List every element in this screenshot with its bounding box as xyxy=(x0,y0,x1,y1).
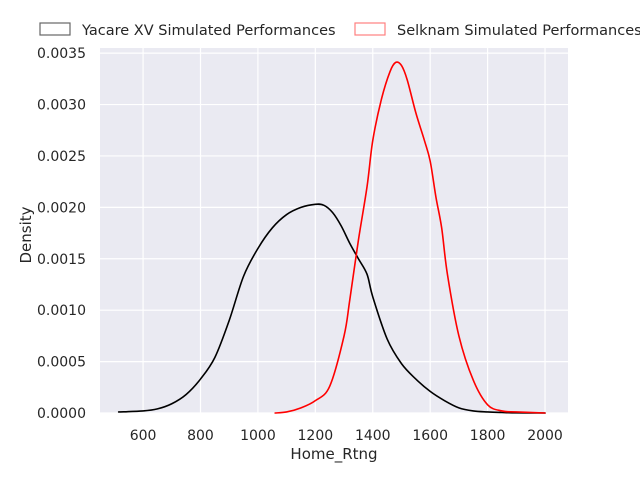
y-tick-label: 0.0035 xyxy=(37,46,86,62)
x-tick-labels: 600 800 1000 1200 1400 1600 1800 2000 xyxy=(130,428,563,444)
x-tick-label: 1800 xyxy=(470,428,506,444)
x-gridlines xyxy=(142,48,546,413)
legend-item-0: Yacare XV Simulated Performances xyxy=(39,22,336,39)
y-tick-label: 0.0000 xyxy=(37,406,86,422)
series-line-1 xyxy=(274,61,546,414)
x-axis-label: Home_Rtng xyxy=(290,445,377,464)
series-lines xyxy=(117,61,546,414)
x-tick-label: 600 xyxy=(130,428,157,444)
legend-label: Yacare XV Simulated Performances xyxy=(81,23,336,39)
plot-background xyxy=(100,48,568,413)
legend-swatch xyxy=(354,22,386,36)
y-tick-label: 0.0025 xyxy=(37,149,86,165)
x-tick-label: 800 xyxy=(187,428,214,444)
y-tick-label: 0.0030 xyxy=(37,98,86,114)
legend: Yacare XV Simulated Performances Selknam … xyxy=(39,22,640,39)
y-tick-label: 0.0015 xyxy=(37,252,86,268)
x-tick-label: 2000 xyxy=(527,428,563,444)
y-axis-label: Density xyxy=(17,206,35,263)
x-tick-label: 1600 xyxy=(412,428,448,444)
legend-swatch xyxy=(39,22,71,36)
x-tick-label: 1000 xyxy=(240,428,276,444)
y-tick-labels: 0.0000 0.0005 0.0010 0.0015 0.0020 0.0025 0.00… xyxy=(37,46,86,422)
legend-label: Selknam Simulated Performances xyxy=(397,23,640,39)
x-tick-label: 1400 xyxy=(355,428,391,444)
y-gridlines xyxy=(100,52,568,414)
legend-item-1: Selknam Simulated Performances xyxy=(354,22,640,39)
y-tick-label: 0.0005 xyxy=(37,355,86,371)
y-tick-label: 0.0010 xyxy=(37,303,86,319)
series-line-0 xyxy=(117,203,546,414)
y-tick-label: 0.0020 xyxy=(37,200,86,216)
x-tick-label: 1200 xyxy=(298,428,334,444)
